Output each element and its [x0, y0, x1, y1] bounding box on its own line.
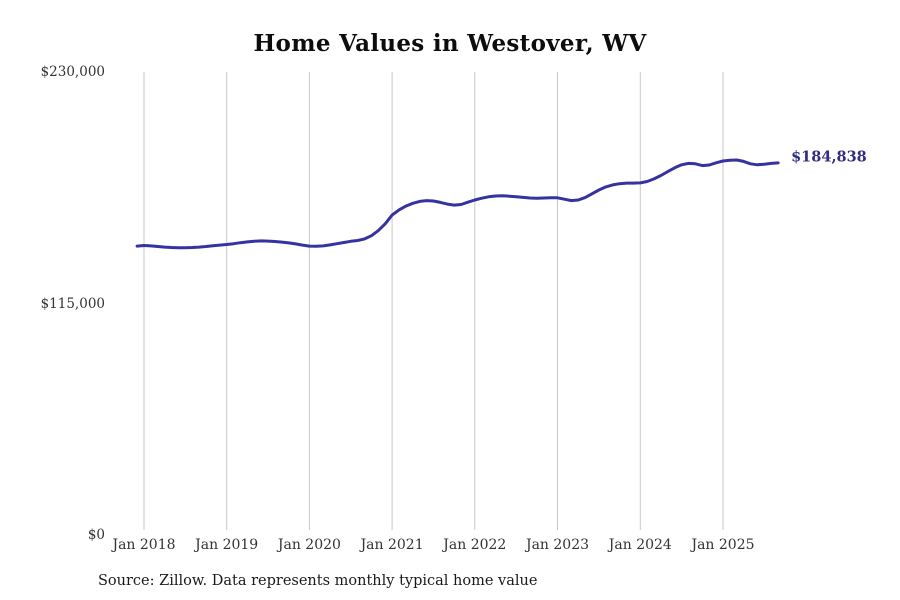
y-tick-label: $230,000 [40, 64, 105, 80]
x-tick-label: Jan 2019 [195, 537, 259, 553]
x-tick-label: Jan 2021 [360, 537, 424, 553]
home-value-line [135, 158, 780, 250]
y-tick-label: $0 [87, 527, 105, 543]
y-tick-label: $115,000 [40, 295, 105, 312]
chart-title: Home Values in Westover, WV [253, 30, 647, 57]
x-tick-label: Jan 2025 [691, 537, 755, 553]
source-note: Source: Zillow. Data represents monthly … [98, 573, 538, 589]
x-tick-label: Jan 2020 [277, 537, 341, 553]
x-tick-label: Jan 2024 [608, 537, 672, 553]
latest-value-label: $184,838 [791, 148, 867, 166]
x-tick-label: Jan 2023 [525, 537, 590, 553]
x-tick-label: Jan 2018 [112, 537, 176, 553]
x-tick-label: Jan 2022 [443, 537, 507, 553]
